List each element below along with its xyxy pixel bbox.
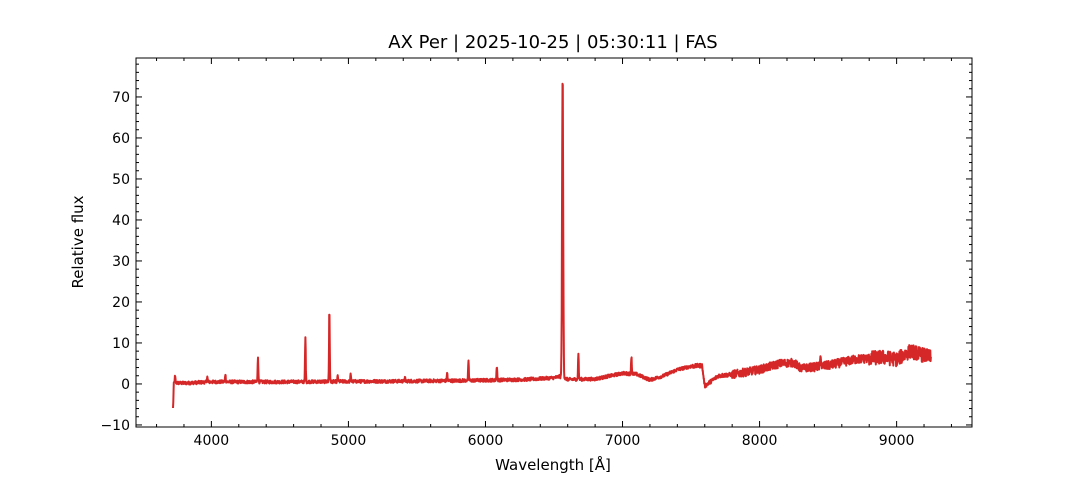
y-tick-label: 50	[112, 172, 130, 188]
x-tick-label: 4000	[194, 433, 230, 449]
x-tick-label: 7000	[605, 433, 641, 449]
x-tick-label: 8000	[742, 433, 778, 449]
x-axis-label: Wavelength [Å]	[495, 455, 611, 474]
plot-area	[172, 82, 932, 409]
spectrum-line	[172, 82, 932, 409]
chart-title: AX Per | 2025-10-25 | 05:30:11 | FAS	[388, 32, 717, 53]
y-axis-label: Relative flux	[69, 195, 87, 288]
y-tick-label: 0	[121, 377, 130, 393]
x-tick-label: 5000	[331, 433, 367, 449]
y-tick-label: 30	[112, 254, 130, 270]
x-tick-label: 9000	[879, 433, 915, 449]
x-tick-label: 6000	[468, 433, 504, 449]
axis-ticks: 4000 5000 6000 7000 8000 9000 −10 0 10 20 30 40 50 60…	[100, 58, 972, 449]
y-tick-label: 20	[112, 295, 130, 311]
y-tick-label: 40	[112, 213, 130, 229]
y-tick-label: 70	[112, 90, 130, 106]
y-tick-label: −10	[100, 418, 130, 434]
y-tick-label: 60	[112, 131, 130, 147]
plot-frame	[135, 57, 973, 428]
y-tick-label: 10	[112, 336, 130, 352]
